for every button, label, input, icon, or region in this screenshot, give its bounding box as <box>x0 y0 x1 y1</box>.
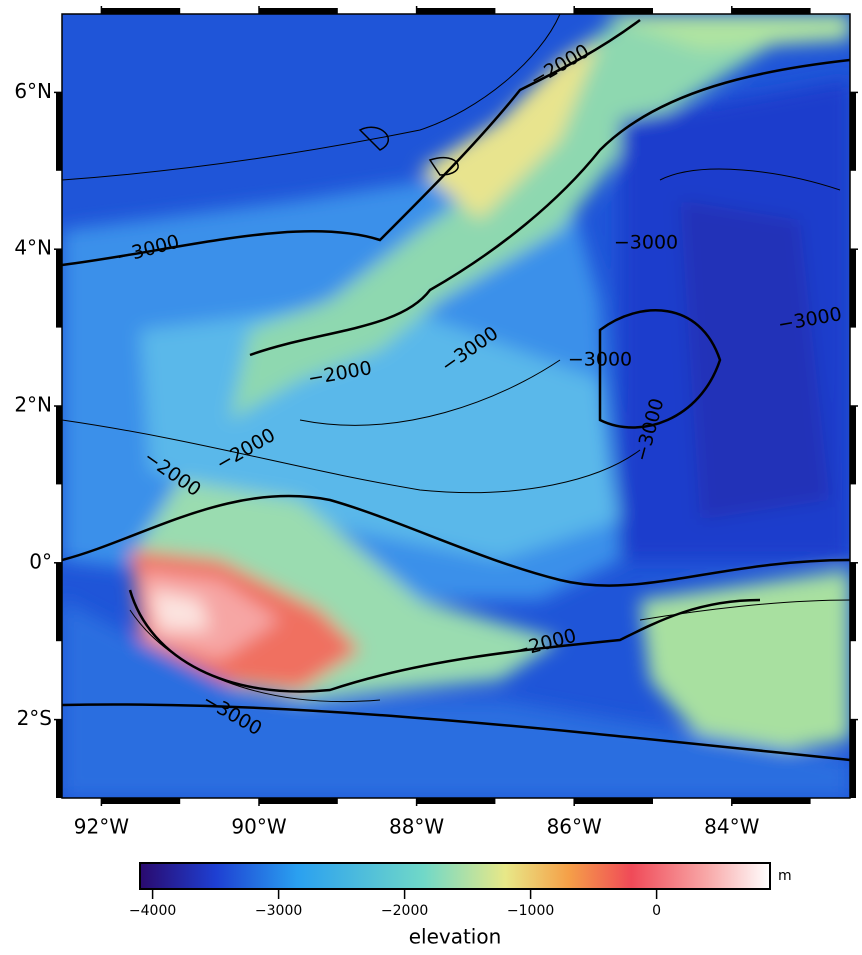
colorbar-label: elevation <box>409 925 502 949</box>
colorbar-ticks: −4000 −3000 −2000 −1000 0 <box>129 889 661 919</box>
x-tick-label: 84°W <box>704 815 759 839</box>
colorbar-tick-label: −3000 <box>255 903 302 919</box>
x-tick-label: 86°W <box>547 815 602 839</box>
contour-label: −3000 <box>568 349 632 371</box>
colorbar-tick-label: −2000 <box>381 903 428 919</box>
frame-bar <box>56 249 62 328</box>
colorbar-tick-label: 0 <box>652 903 661 919</box>
frame-bar <box>731 8 811 14</box>
frame-bar <box>101 8 181 14</box>
y-tick-label: 2°S <box>17 706 52 730</box>
y-tick-label: 0° <box>29 549 52 573</box>
frame-bar <box>850 562 856 642</box>
frame-bar <box>850 249 856 328</box>
contours <box>62 14 850 762</box>
frame-bar <box>574 798 653 804</box>
colorbar-tick-label: −1000 <box>507 903 554 919</box>
frame-bar <box>259 798 338 804</box>
y-tick-label: 6°N <box>14 79 52 103</box>
frame-bar <box>56 406 62 485</box>
x-tick-label: 88°W <box>389 815 444 839</box>
colorbar <box>139 862 771 890</box>
frame-bar <box>56 562 62 642</box>
frame-bar <box>850 92 856 171</box>
elevation-grid <box>62 14 850 798</box>
colorbar-tick-label: −4000 <box>129 903 176 919</box>
y-tick-label: 4°N <box>14 236 52 260</box>
frame-bar <box>56 719 62 798</box>
frame-bar <box>416 8 496 14</box>
frame-bar <box>850 406 856 485</box>
x-tick-label: 90°W <box>231 815 286 839</box>
frame-ticks: 92°W 90°W 88°W 86°W 84°W 6°N 4°N 2°N 0° 2°S <box>14 6 858 839</box>
colorbar-unit: m <box>778 868 792 884</box>
frame-bar <box>101 798 181 804</box>
frame-bar <box>416 798 496 804</box>
frame-bar <box>850 719 856 798</box>
frame-bar <box>259 8 338 14</box>
x-tick-label: 92°W <box>74 815 129 839</box>
frame-bar <box>56 92 62 171</box>
frame-bar <box>731 798 811 804</box>
frame-bar <box>574 8 653 14</box>
contour-label: −3000 <box>614 232 678 254</box>
y-tick-label: 2°N <box>14 393 52 417</box>
